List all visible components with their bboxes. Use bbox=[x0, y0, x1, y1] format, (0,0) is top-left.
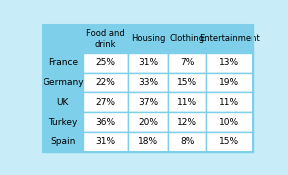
Bar bbox=[206, 92, 253, 112]
Text: 11%: 11% bbox=[219, 98, 240, 107]
Bar bbox=[128, 92, 168, 112]
Bar bbox=[43, 112, 83, 132]
Text: 8%: 8% bbox=[180, 137, 195, 146]
Bar bbox=[168, 112, 206, 132]
Bar bbox=[168, 53, 206, 73]
Bar bbox=[168, 25, 206, 53]
Bar bbox=[83, 53, 128, 73]
Text: 12%: 12% bbox=[177, 118, 197, 127]
Text: 31%: 31% bbox=[138, 58, 158, 67]
Text: 31%: 31% bbox=[95, 137, 115, 146]
Bar bbox=[206, 132, 253, 152]
Bar bbox=[43, 92, 83, 112]
Bar bbox=[128, 25, 168, 53]
Text: 10%: 10% bbox=[219, 118, 240, 127]
Text: 22%: 22% bbox=[96, 78, 115, 87]
Text: UK: UK bbox=[57, 98, 69, 107]
Text: 7%: 7% bbox=[180, 58, 195, 67]
Text: 37%: 37% bbox=[138, 98, 158, 107]
Bar bbox=[43, 73, 83, 92]
Text: 15%: 15% bbox=[219, 137, 240, 146]
Bar bbox=[43, 53, 83, 73]
Bar bbox=[43, 132, 83, 152]
Bar bbox=[168, 132, 206, 152]
Text: Clothing: Clothing bbox=[170, 34, 205, 43]
Bar bbox=[83, 73, 128, 92]
Text: 36%: 36% bbox=[95, 118, 115, 127]
Bar bbox=[168, 73, 206, 92]
Bar bbox=[128, 53, 168, 73]
Bar bbox=[206, 25, 253, 53]
Bar bbox=[206, 73, 253, 92]
Bar bbox=[83, 112, 128, 132]
Text: Germany: Germany bbox=[42, 78, 84, 87]
Text: Food and
drink: Food and drink bbox=[86, 29, 125, 49]
Text: 27%: 27% bbox=[96, 98, 115, 107]
Bar bbox=[83, 132, 128, 152]
Text: 25%: 25% bbox=[96, 58, 115, 67]
Bar bbox=[128, 112, 168, 132]
Bar bbox=[128, 132, 168, 152]
Bar bbox=[43, 25, 83, 53]
Bar bbox=[83, 92, 128, 112]
Text: 33%: 33% bbox=[138, 78, 158, 87]
Text: Turkey: Turkey bbox=[48, 118, 77, 127]
Bar bbox=[168, 92, 206, 112]
Text: 13%: 13% bbox=[219, 58, 240, 67]
Text: Spain: Spain bbox=[50, 137, 75, 146]
Text: 19%: 19% bbox=[219, 78, 240, 87]
Text: 20%: 20% bbox=[138, 118, 158, 127]
Bar bbox=[83, 25, 128, 53]
Text: 11%: 11% bbox=[177, 98, 198, 107]
Text: 15%: 15% bbox=[177, 78, 198, 87]
Bar bbox=[128, 73, 168, 92]
Text: Entertainment: Entertainment bbox=[199, 34, 260, 43]
Bar bbox=[206, 53, 253, 73]
Bar bbox=[206, 112, 253, 132]
Text: Housing: Housing bbox=[131, 34, 165, 43]
Text: France: France bbox=[48, 58, 78, 67]
Text: 18%: 18% bbox=[138, 137, 158, 146]
